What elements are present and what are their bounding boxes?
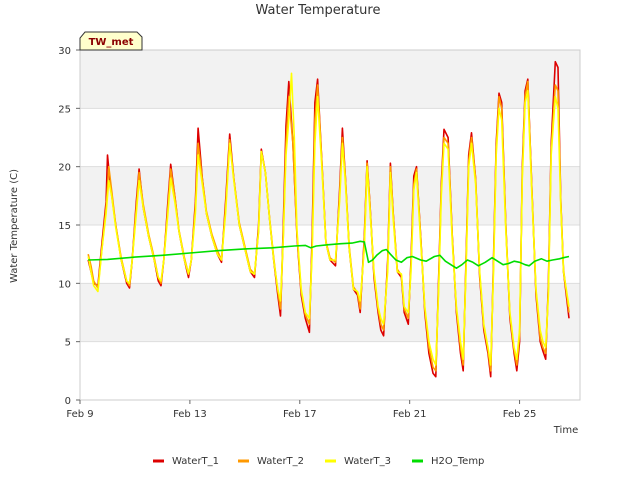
- series-line-h2o-temp: [88, 240, 570, 269]
- legend: WaterT_1 WaterT_2 WaterT_3 H2O_Temp: [153, 456, 484, 467]
- x-tick-label: Feb 21: [393, 409, 427, 420]
- x-axis-label: Time: [553, 425, 578, 436]
- axes: 0 5 10 15 20 25 30 Feb 9 Feb 13 Feb 17 Feb 21 Feb 2…: [58, 46, 581, 420]
- legend-entry: WaterT_1: [172, 456, 219, 467]
- series-layer: [87, 60, 570, 378]
- station-label-shape: [79, 31, 143, 51]
- y-tick-label: 10: [58, 279, 71, 290]
- legend-entry: WaterT_2: [257, 456, 304, 467]
- y-tick-label: 20: [58, 163, 71, 174]
- x-tick-label: Feb 25: [503, 409, 537, 420]
- station-label-box: TW_met: [79, 31, 143, 51]
- x-tick-label: Feb 9: [66, 409, 93, 420]
- x-tick-label: Feb 13: [173, 409, 207, 420]
- legend-entry: WaterT_3: [344, 456, 391, 467]
- plot-band: [80, 50, 580, 109]
- legend-entry: H2O_Temp: [431, 456, 484, 467]
- y-tick-label: 30: [58, 46, 71, 57]
- series-line-watert-3: [87, 72, 570, 366]
- chart-title: Water Temperature: [256, 3, 381, 18]
- y-tick-label: 0: [65, 396, 71, 407]
- y-tick-label: 25: [58, 104, 71, 115]
- plot-band: [80, 283, 580, 342]
- y-tick-label: 15: [58, 221, 71, 232]
- y-axis-label: Water Temperature (C): [9, 169, 20, 283]
- y-tick-label: 5: [65, 338, 71, 349]
- station-label: TW_met: [89, 37, 134, 48]
- plot-band: [80, 166, 580, 225]
- x-tick-label: Feb 17: [283, 409, 317, 420]
